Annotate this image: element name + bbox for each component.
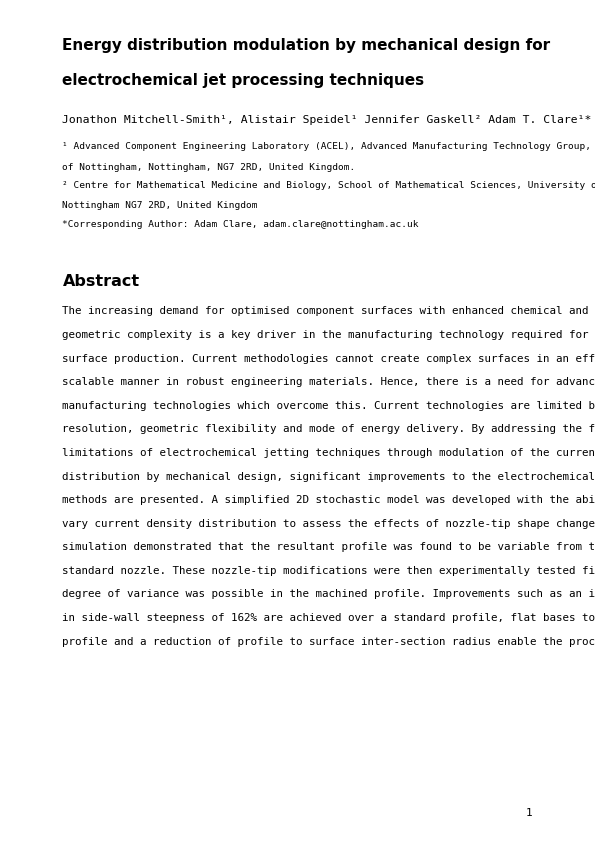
Text: ² Centre for Mathematical Medicine and Biology, School of Mathematical Sciences,: ² Centre for Mathematical Medicine and B… xyxy=(62,181,595,190)
Text: resolution, geometric flexibility and mode of energy delivery. By addressing the: resolution, geometric flexibility and mo… xyxy=(62,424,595,434)
Text: scalable manner in robust engineering materials. Hence, there is a need for adva: scalable manner in robust engineering ma… xyxy=(62,377,595,387)
Text: geometric complexity is a key driver in the manufacturing technology required fo: geometric complexity is a key driver in … xyxy=(62,330,595,340)
Text: limitations of electrochemical jetting techniques through modulation of the curr: limitations of electrochemical jetting t… xyxy=(62,448,595,458)
Text: simulation demonstrated that the resultant profile was found to be variable from: simulation demonstrated that the resulta… xyxy=(62,542,595,552)
Text: degree of variance was possible in the machined profile. Improvements such as an: degree of variance was possible in the m… xyxy=(62,589,595,600)
Text: in side-wall steepness of 162% are achieved over a standard profile, flat bases : in side-wall steepness of 162% are achie… xyxy=(62,613,595,623)
Text: Energy distribution modulation by mechanical design for: Energy distribution modulation by mechan… xyxy=(62,38,550,53)
Text: 1: 1 xyxy=(526,808,533,818)
Text: methods are presented. A simplified 2D stochastic model was developed with the a: methods are presented. A simplified 2D s… xyxy=(62,495,595,505)
Text: electrochemical jet processing techniques: electrochemical jet processing technique… xyxy=(62,73,425,88)
Text: Abstract: Abstract xyxy=(62,274,140,290)
Text: The increasing demand for optimised component surfaces with enhanced chemical an: The increasing demand for optimised comp… xyxy=(62,306,589,317)
Text: Jonathon Mitchell-Smith¹, Alistair Speidel¹ Jennifer Gaskell² Adam T. Clare¹*: Jonathon Mitchell-Smith¹, Alistair Speid… xyxy=(62,115,592,125)
Text: profile and a reduction of profile to surface inter-section radius enable the pr: profile and a reduction of profile to su… xyxy=(62,637,595,647)
Text: vary current density distribution to assess the effects of nozzle-tip shape chan: vary current density distribution to ass… xyxy=(62,519,595,529)
Text: of Nottingham, Nottingham, NG7 2RD, United Kingdom.: of Nottingham, Nottingham, NG7 2RD, Unit… xyxy=(62,163,356,172)
Text: ¹ Advanced Component Engineering Laboratory (ACEL), Advanced Manufacturing Techn: ¹ Advanced Component Engineering Laborat… xyxy=(62,142,595,152)
Text: standard nozzle. These nozzle-tip modifications were then experimentally tested : standard nozzle. These nozzle-tip modifi… xyxy=(62,566,595,576)
Text: distribution by mechanical design, significant improvements to the electrochemic: distribution by mechanical design, signi… xyxy=(62,472,595,482)
Text: Nottingham NG7 2RD, United Kingdom: Nottingham NG7 2RD, United Kingdom xyxy=(62,201,258,210)
Text: *Corresponding Author: Adam Clare, adam.clare@nottingham.ac.uk: *Corresponding Author: Adam Clare, adam.… xyxy=(62,220,419,229)
Text: manufacturing technologies which overcome this. Current technologies are limited: manufacturing technologies which overcom… xyxy=(62,401,595,411)
Text: surface production. Current methodologies cannot create complex surfaces in an e: surface production. Current methodologie… xyxy=(62,354,595,364)
